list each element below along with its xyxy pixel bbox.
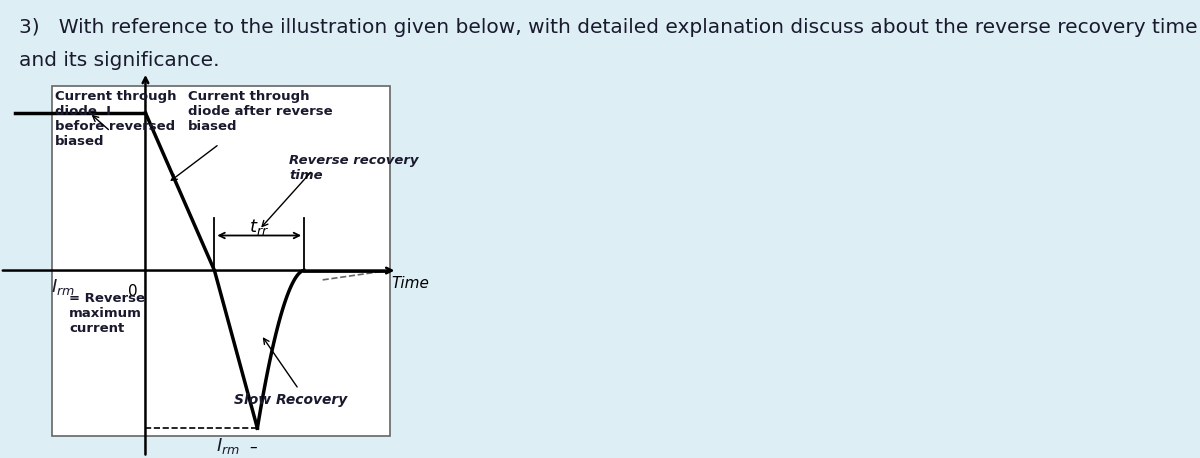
Text: Slow Recovery: Slow Recovery (234, 393, 348, 407)
Bar (53, 86, 390, 436)
Text: Current through
diode after reverse
biased: Current through diode after reverse bias… (188, 89, 332, 132)
Text: Time: Time (392, 276, 430, 291)
Text: and its significance.: and its significance. (19, 50, 220, 70)
Text: –: – (250, 440, 257, 455)
Text: Current through
diode  I
before reversed
biased: Current through diode I before reversed … (55, 89, 176, 147)
Text: $I_{rm}$: $I_{rm}$ (50, 277, 74, 297)
Text: = Reverse
maximum
current: = Reverse maximum current (70, 292, 145, 335)
Text: 3)   With reference to the illustration given below, with detailed explanation d: 3) With reference to the illustration gi… (19, 17, 1198, 37)
Text: Reverse recovery
time: Reverse recovery time (289, 154, 419, 182)
Text: $I_{rm}$: $I_{rm}$ (216, 436, 240, 456)
Text: $t_{rr}$: $t_{rr}$ (250, 218, 269, 237)
Text: 0: 0 (128, 284, 138, 299)
